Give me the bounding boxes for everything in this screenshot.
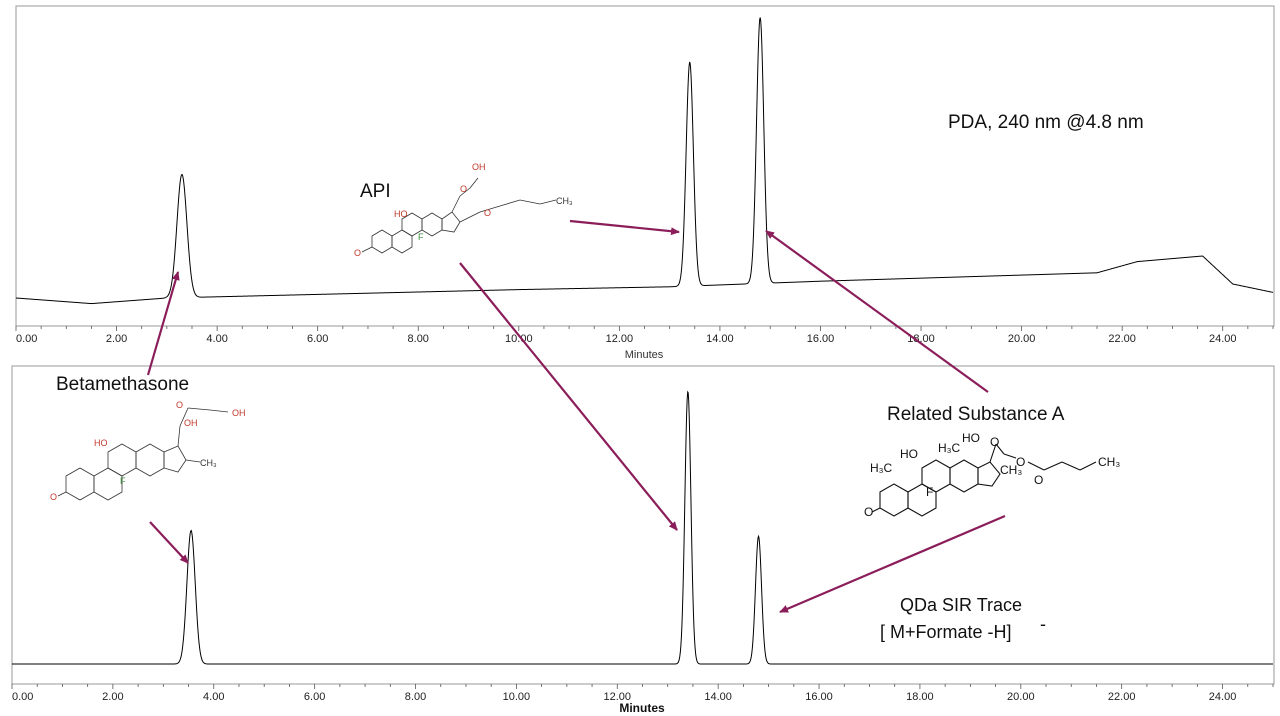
svg-text:HO: HO	[900, 447, 918, 461]
svg-text:O: O	[484, 208, 491, 218]
qda-x-tick-label: 8.00	[405, 691, 426, 703]
qda-label-superscript: -	[1040, 614, 1046, 634]
qda-x-axis-title: Minutes	[619, 701, 665, 715]
svg-text:HO: HO	[394, 209, 408, 219]
svg-text:CH₃: CH₃	[1000, 463, 1022, 477]
annotation-arrows	[146, 219, 1006, 614]
pda-x-tick-label: 4.00	[206, 333, 227, 345]
svg-text:O: O	[1016, 455, 1025, 469]
qda-x-tick-label: 14.00	[704, 691, 732, 703]
pda-panel-frame	[15, 5, 1275, 327]
betamethasone-label: Betamethasone	[56, 374, 189, 395]
related-substance-label: Related Substance A	[887, 404, 1065, 425]
svg-text:H₃C: H₃C	[870, 461, 893, 475]
svg-text:OH: OH	[184, 418, 198, 428]
qda-x-tick-label: 18.00	[906, 691, 934, 703]
pda-x-axis: 0.00 2.00 4.00 6.00 8.00 10.00 12.00 14.00 16.00…	[15, 326, 1274, 345]
qda-label-line2: [ M+Formate -H]	[880, 622, 1012, 642]
svg-text:HO: HO	[962, 431, 980, 445]
pda-x-axis-title: Minutes	[625, 349, 664, 361]
pda-trace-line	[15, 17, 1274, 305]
pda-panel: 0.00 2.00 4.00 6.00 8.00 10.00 12.00 14.00 16.00…	[15, 5, 1275, 361]
qda-x-tick-label: 24.00	[1209, 691, 1237, 703]
pda-x-tick-label: 2.00	[106, 333, 127, 345]
qda-x-tick-label: 0.00	[12, 691, 33, 703]
pda-x-tick-label: 24.00	[1209, 333, 1237, 345]
qda-x-tick-label: 4.00	[203, 691, 224, 703]
pda-x-tick-label: 18.00	[907, 333, 935, 345]
qda-x-tick-label: 20.00	[1007, 691, 1035, 703]
pda-x-tick-label: 16.00	[807, 333, 835, 345]
svg-text:HO: HO	[94, 438, 108, 448]
svg-text:CH₃: CH₃	[1098, 455, 1120, 469]
arrow-betamethasone-to-qda-peak	[149, 521, 189, 564]
related-substance-structure-atoms: O HO H₃C H₃C HO O O O CH₃ CH₃ F	[864, 431, 1120, 519]
pda-x-tick-label: 10.00	[505, 333, 533, 345]
svg-text:O: O	[50, 492, 57, 502]
qda-x-tick-label: 22.00	[1108, 691, 1136, 703]
betamethasone-structure-image	[57, 407, 229, 501]
qda-trace-line	[12, 390, 1273, 665]
qda-x-tick-label: 16.00	[805, 691, 833, 703]
svg-text:OH: OH	[232, 408, 246, 418]
qda-x-tick-label: 2.00	[102, 691, 123, 703]
arrow-related-to-qda-peak	[779, 514, 1006, 614]
api-structure-atoms: O HO F OH O O CH₃	[354, 162, 573, 258]
pda-x-tick-label: 14.00	[706, 333, 734, 345]
qda-x-axis: 0.00 2.00 4.00 6.00 8.00 10.00 12.00 14.00 16.00…	[11, 684, 1274, 703]
pda-x-tick-label: 22.00	[1108, 333, 1136, 345]
pda-x-tick-label: 0.00	[16, 333, 37, 345]
qda-label-line1: QDa SIR Trace	[900, 595, 1022, 615]
pda-label: PDA, 240 nm @4.8 nm	[948, 112, 1144, 133]
svg-text:O: O	[1034, 473, 1043, 487]
pda-x-tick-label: 12.00	[606, 333, 634, 345]
qda-x-tick-label: 10.00	[503, 691, 531, 703]
api-label: API	[360, 181, 391, 202]
svg-text:F: F	[120, 476, 126, 486]
arrow-api-to-pda-peak	[569, 219, 680, 236]
related-substance-structure-image	[871, 443, 1097, 517]
svg-text:CH₃: CH₃	[200, 458, 217, 468]
svg-text:O: O	[864, 505, 873, 519]
svg-text:F: F	[418, 232, 424, 242]
qda-panel: 0.00 2.00 4.00 6.00 8.00 10.00 12.00 14.00 16.00…	[11, 365, 1275, 715]
pda-x-tick-label: 8.00	[408, 333, 429, 345]
pda-x-tick-label: 20.00	[1008, 333, 1036, 345]
svg-text:O: O	[354, 248, 361, 258]
arrow-api-to-qda-peak	[459, 262, 678, 531]
svg-text:H₃C: H₃C	[938, 441, 961, 455]
api-structure-image	[361, 177, 557, 254]
svg-text:F: F	[926, 485, 933, 499]
qda-panel-frame	[11, 365, 1275, 685]
svg-text:OH: OH	[472, 162, 486, 172]
svg-text:CH₃: CH₃	[556, 196, 573, 206]
qda-x-tick-label: 6.00	[304, 691, 325, 703]
qda-x-tick-label: 12.00	[604, 691, 632, 703]
svg-text:O: O	[176, 400, 183, 410]
svg-text:O: O	[460, 184, 467, 194]
arrow-related-to-pda-peak	[765, 230, 989, 393]
pda-x-tick-label: 6.00	[307, 333, 328, 345]
svg-text:O: O	[990, 435, 999, 449]
arrow-betamethasone-to-pda-peak	[146, 271, 180, 376]
betamethasone-structure-atoms: O HO F OH O OH CH₃	[50, 400, 246, 502]
